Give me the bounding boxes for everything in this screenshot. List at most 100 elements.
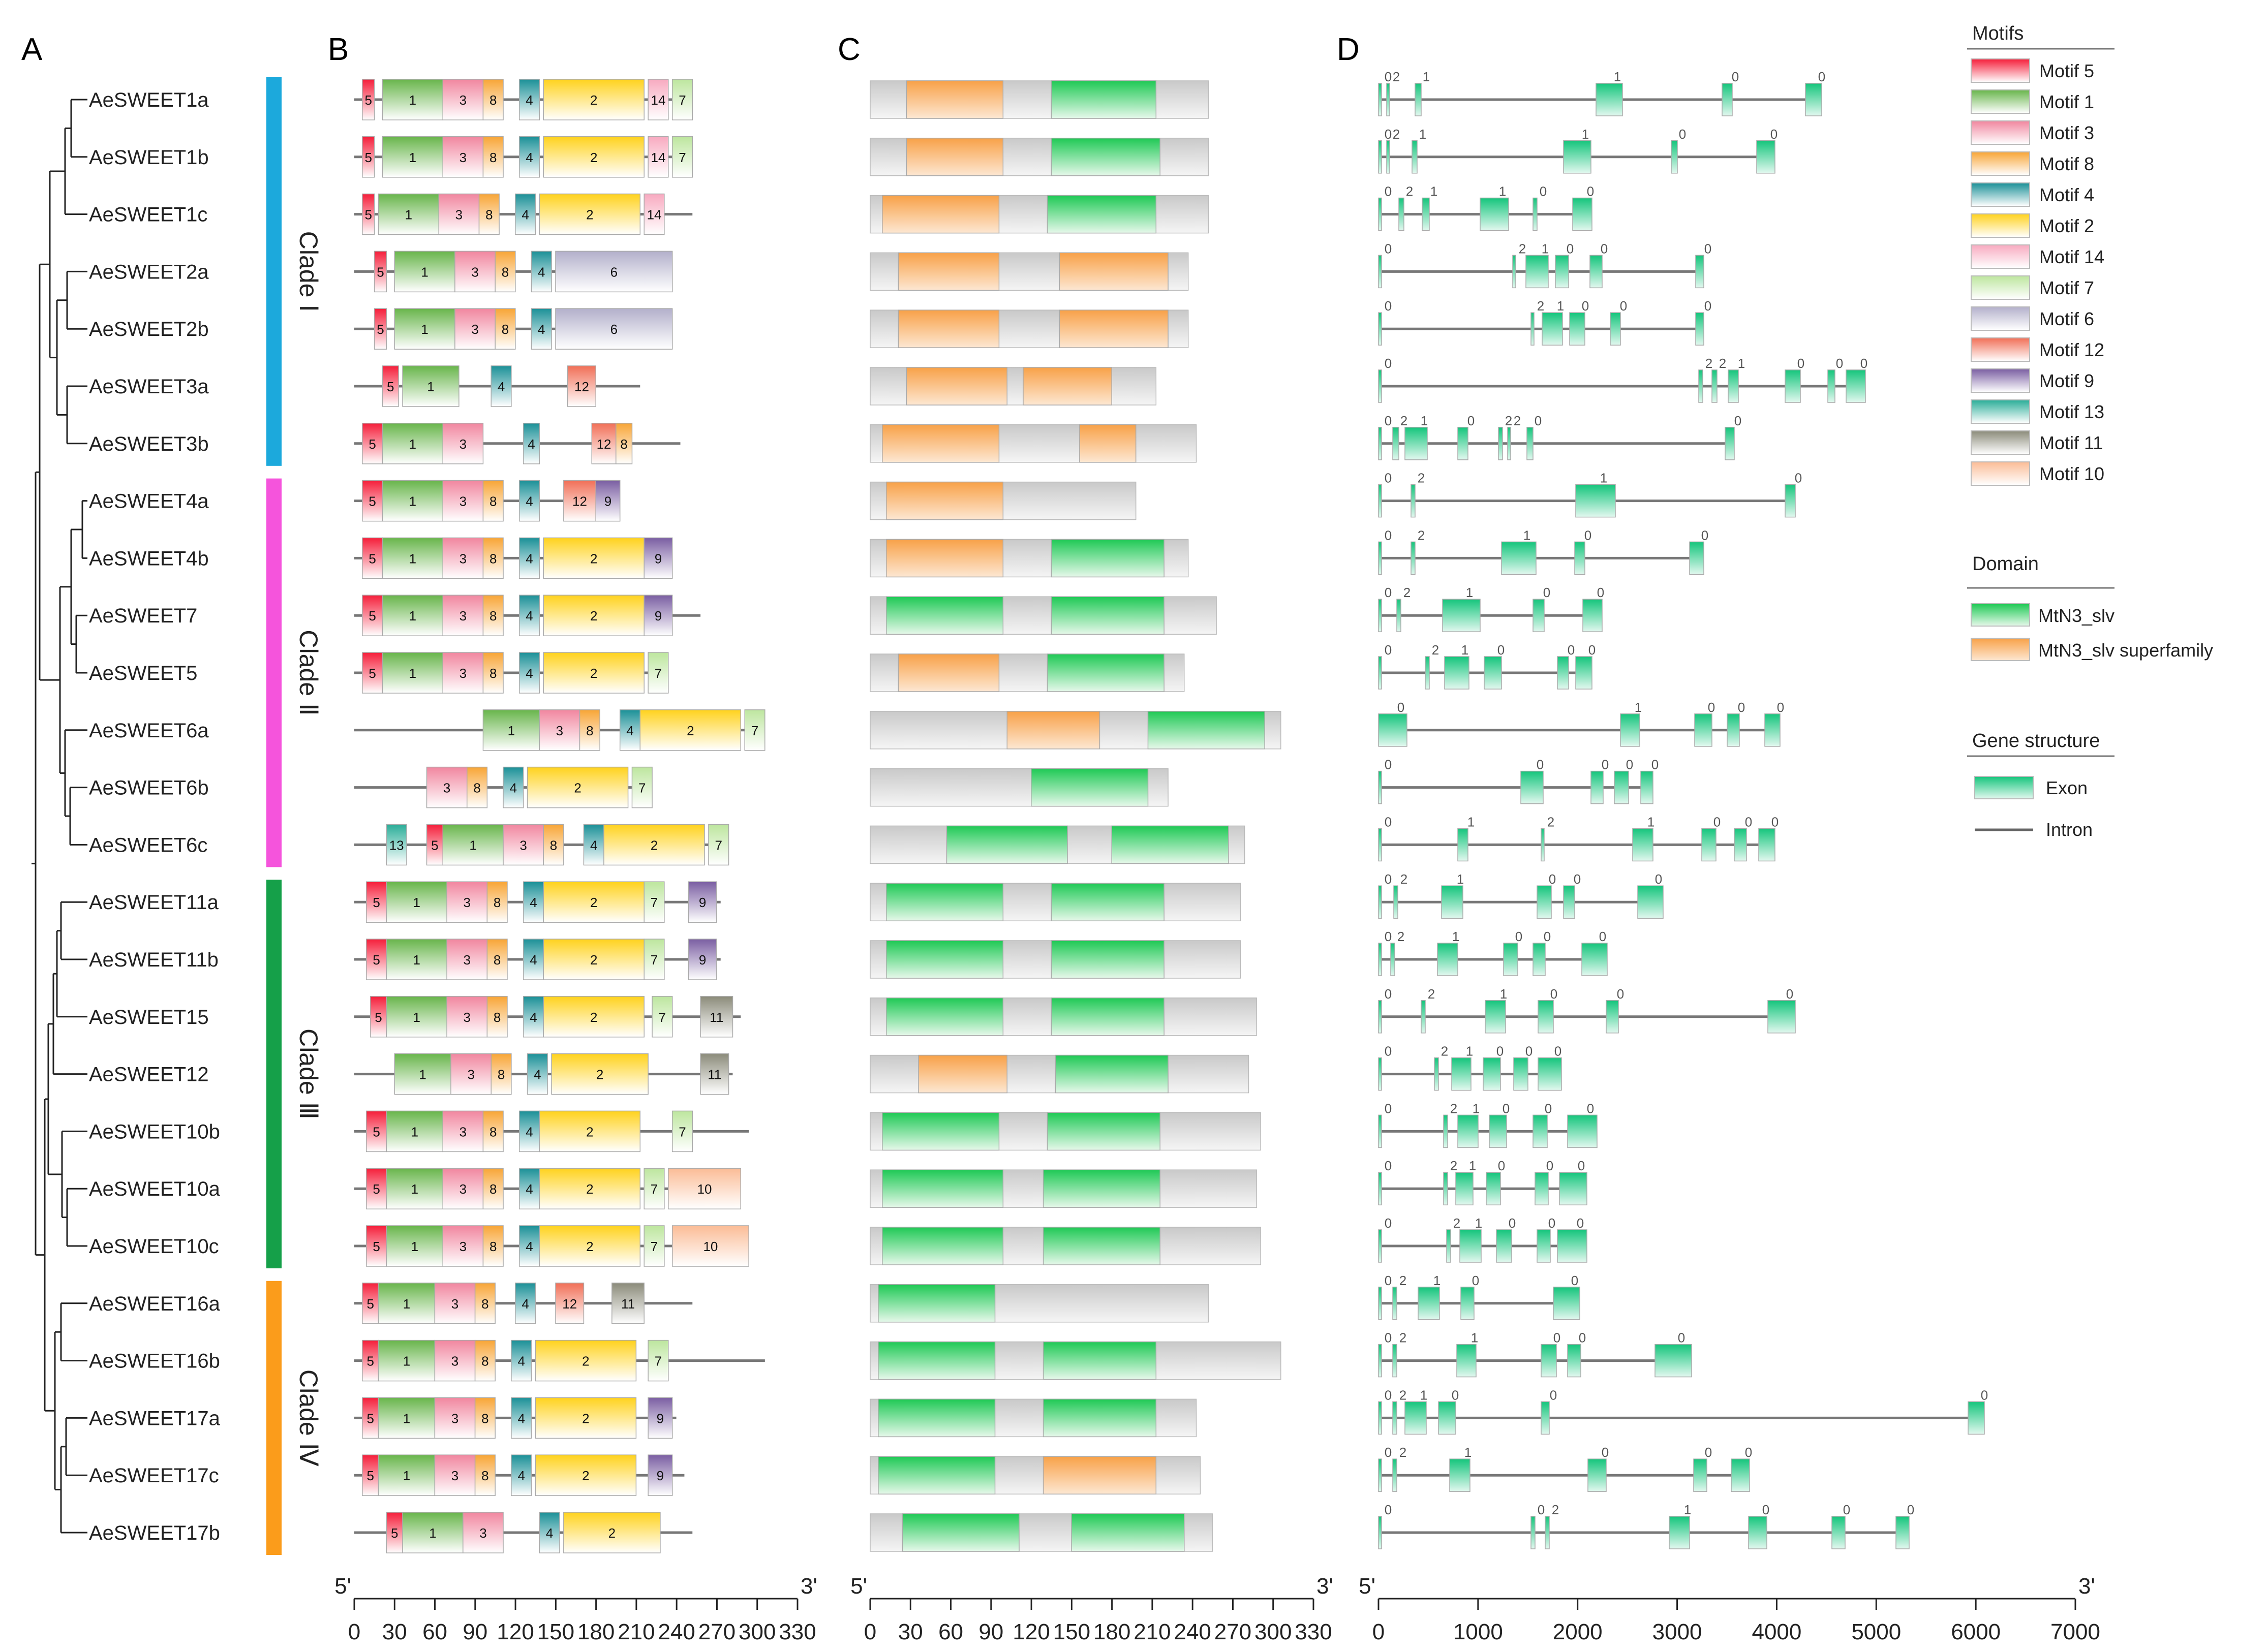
- exon-box: [1378, 713, 1407, 747]
- motif-box: [402, 1512, 464, 1553]
- intron-phase-label: 0: [1745, 1445, 1752, 1460]
- motif-label: 3: [464, 895, 471, 910]
- domain-box: [1043, 1227, 1160, 1265]
- intron-phase-label: 0: [1732, 69, 1739, 84]
- exon-box: [1422, 197, 1430, 231]
- motif-box: [652, 996, 673, 1038]
- domain-box: [1047, 1112, 1160, 1151]
- motif-box: [374, 251, 387, 293]
- motif-label: 5: [373, 1239, 380, 1254]
- exon-box: [1895, 1516, 1910, 1549]
- motif-box: [518, 595, 540, 636]
- domain-box: [1051, 138, 1160, 176]
- intron-phase-label: 1: [1430, 184, 1437, 199]
- axis-tick-label: 0: [864, 1619, 876, 1644]
- motif-label: 8: [502, 264, 509, 279]
- motif-label: 3: [459, 551, 467, 566]
- gene-label: AeSWEET12: [89, 1064, 209, 1086]
- motif-label: 2: [590, 895, 597, 910]
- motif-label: 1: [427, 379, 434, 394]
- motif-box: [474, 1454, 496, 1496]
- motif-label: 5: [373, 895, 380, 910]
- motif-label: 12: [572, 494, 587, 509]
- exon-box: [1520, 770, 1544, 804]
- axis-end-label: 3': [801, 1574, 817, 1599]
- motif-label: 2: [586, 1124, 593, 1139]
- intron-phase-label: 0: [1567, 241, 1574, 256]
- motif-label: 4: [528, 437, 535, 452]
- intron-phase-label: 1: [1457, 871, 1464, 887]
- exon-box: [1378, 656, 1382, 690]
- motif-label: 9: [604, 494, 611, 509]
- intron-phase-label: 2: [1705, 356, 1712, 371]
- motif-label: 4: [517, 1411, 525, 1426]
- exon-box: [1449, 1458, 1470, 1492]
- exon-box: [1731, 1458, 1750, 1492]
- motif-label: 8: [489, 150, 497, 165]
- motif-box: [643, 881, 665, 923]
- exon-box: [1412, 140, 1418, 174]
- intron-phase-label: 0: [1497, 642, 1505, 658]
- exon-box: [1486, 1172, 1501, 1205]
- exon-box: [1411, 541, 1416, 575]
- domain-box: [882, 1112, 1000, 1151]
- motif-label: 3: [455, 207, 463, 223]
- motif-box: [486, 939, 508, 980]
- motif-box: [382, 537, 443, 579]
- intron-phase-label: 0: [1544, 929, 1551, 944]
- motif-box: [515, 1283, 536, 1324]
- intron-phase-label: 0: [1860, 356, 1867, 371]
- exon-box: [1459, 1229, 1482, 1263]
- domain-box: [1055, 1054, 1169, 1094]
- exon-box: [1567, 1344, 1581, 1378]
- motif-label: 7: [679, 150, 686, 165]
- motif-label: 11: [708, 1067, 721, 1082]
- motif-box: [482, 595, 504, 636]
- motif-label: 5: [369, 437, 376, 452]
- exon-box: [1378, 885, 1382, 919]
- intron-phase-label: 2: [1399, 1387, 1406, 1402]
- motif-box: [643, 1168, 665, 1209]
- motif-box: [386, 824, 407, 866]
- axis-end-label: 3': [2078, 1574, 2095, 1599]
- motif-box: [442, 480, 484, 522]
- exon-box: [1378, 1229, 1382, 1263]
- exon-box: [1785, 369, 1801, 403]
- motif-box: [386, 1110, 443, 1152]
- motif-label: 4: [526, 1124, 533, 1139]
- motif-label: 2: [582, 1354, 589, 1369]
- motif-label: 1: [403, 1468, 410, 1483]
- motif-box: [362, 537, 383, 579]
- motif-label: 2: [590, 952, 597, 968]
- motif-label: 5: [373, 1124, 380, 1139]
- exon-box: [1758, 828, 1775, 862]
- clade-label: Clade Ⅰ: [294, 231, 323, 312]
- intron-phase-label: 2: [1393, 69, 1400, 84]
- intron-phase-label: 2: [1514, 413, 1521, 428]
- intron-phase-label: 1: [1582, 127, 1589, 142]
- gene-label: AeSWEET2a: [89, 261, 209, 283]
- motif-legend-swatch: [1971, 58, 2030, 83]
- motif-label: 2: [574, 781, 581, 796]
- motif-label: 3: [459, 608, 467, 624]
- exon-box: [1541, 1344, 1557, 1378]
- motif-box: [482, 79, 504, 120]
- motif-box: [518, 1110, 540, 1152]
- motif-legend-title: Motifs: [1972, 23, 2024, 44]
- exon-box: [1542, 312, 1563, 346]
- motif-label: 2: [590, 1010, 597, 1025]
- motif-label: 1: [403, 1296, 410, 1312]
- intron-phase-label: 0: [1584, 527, 1591, 543]
- exon-box: [1484, 656, 1502, 690]
- intron-phase-label: 1: [1647, 814, 1654, 829]
- motif-box: [518, 480, 540, 522]
- motif-box: [386, 996, 447, 1038]
- motif-label: 7: [659, 1010, 666, 1025]
- intron-phase-label: 0: [1385, 471, 1392, 486]
- motif-label: 8: [498, 1067, 505, 1082]
- intron-phase-label: 2: [1505, 413, 1512, 428]
- motif-box: [648, 79, 669, 120]
- exon-box: [1557, 1229, 1587, 1263]
- intron-phase-label: 2: [1406, 184, 1413, 199]
